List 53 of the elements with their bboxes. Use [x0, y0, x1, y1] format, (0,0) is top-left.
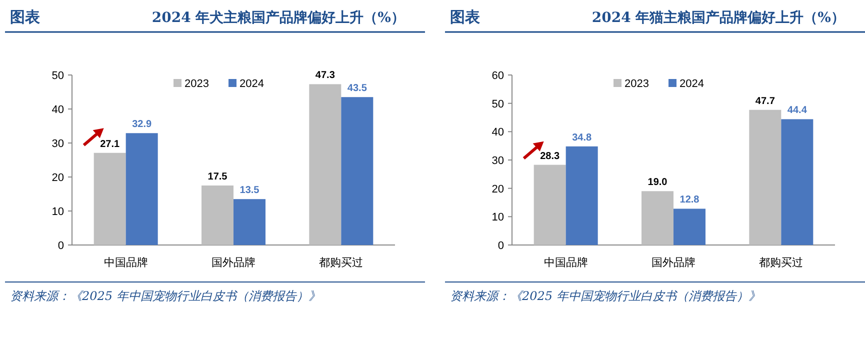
data-label: 17.5 — [208, 172, 228, 182]
data-label: 28.3 — [540, 150, 560, 162]
bar — [749, 110, 782, 245]
bar — [309, 84, 342, 245]
legend-label: 2023 — [184, 78, 209, 90]
y-tick-label: 20 — [52, 172, 64, 184]
bar — [566, 146, 598, 245]
x-tick-label: 国外品牌 — [212, 257, 256, 269]
legend-label: 2024 — [240, 78, 264, 90]
y-tick-label: 0 — [58, 240, 64, 252]
data-label: 32.9 — [132, 119, 152, 130]
legend-label: 2024 — [680, 78, 704, 90]
bar — [126, 133, 158, 245]
y-tick-label: 10 — [492, 212, 504, 224]
y-tick-label: 40 — [492, 126, 504, 139]
y-tick-label: 50 — [52, 70, 64, 82]
chart-subtitle: 2024 年猫主粮国产品牌偏好上升（%） — [592, 9, 845, 26]
text: 资料来源：《2025 年中国宠物行业白皮书（消费报告）》 — [450, 289, 760, 303]
x-tick-label: 中国品牌 — [544, 256, 588, 269]
data-label: 43.5 — [347, 83, 368, 94]
data-label: 19.0 — [648, 177, 668, 188]
bar — [674, 208, 706, 245]
text: 资料来源：《2025 年中国宠物行业白皮书（消费报告）》 — [10, 289, 320, 303]
bar — [341, 97, 374, 245]
y-tick-label: 20 — [492, 183, 504, 196]
data-label: 44.4 — [787, 105, 808, 116]
y-tick-label: 0 — [498, 240, 504, 252]
bar — [202, 186, 234, 245]
x-tick-label: 中国品牌 — [104, 256, 148, 269]
y-tick-label: 40 — [52, 104, 64, 116]
data-label: 27.1 — [100, 138, 120, 150]
bar — [781, 119, 814, 245]
bar — [234, 199, 266, 245]
y-tick-label: 30 — [52, 138, 64, 150]
y-tick-label: 30 — [492, 155, 504, 167]
chart-title: 图表 — [450, 8, 481, 26]
legend-label: 2023 — [624, 78, 649, 90]
y-tick-label: 50 — [492, 98, 504, 110]
data-label: 34.8 — [572, 132, 592, 144]
bar — [534, 164, 566, 245]
x-tick-label: 都购买过 — [319, 256, 364, 269]
chart-title: 图表 — [10, 8, 41, 26]
y-tick-label: 60 — [492, 70, 504, 82]
data-label: 12.8 — [680, 194, 700, 206]
data-label: 47.7 — [755, 96, 776, 107]
x-tick-label: 都购买过 — [759, 256, 804, 269]
bar — [642, 191, 674, 245]
data-label: 13.5 — [240, 185, 260, 196]
chart-subtitle: 2024 年犬主粮国产品牌偏好上升（%） — [152, 9, 405, 26]
y-tick-label: 10 — [52, 206, 64, 218]
x-tick-label: 国外品牌 — [652, 257, 696, 269]
data-label: 47.3 — [315, 70, 336, 82]
bar — [94, 152, 126, 245]
